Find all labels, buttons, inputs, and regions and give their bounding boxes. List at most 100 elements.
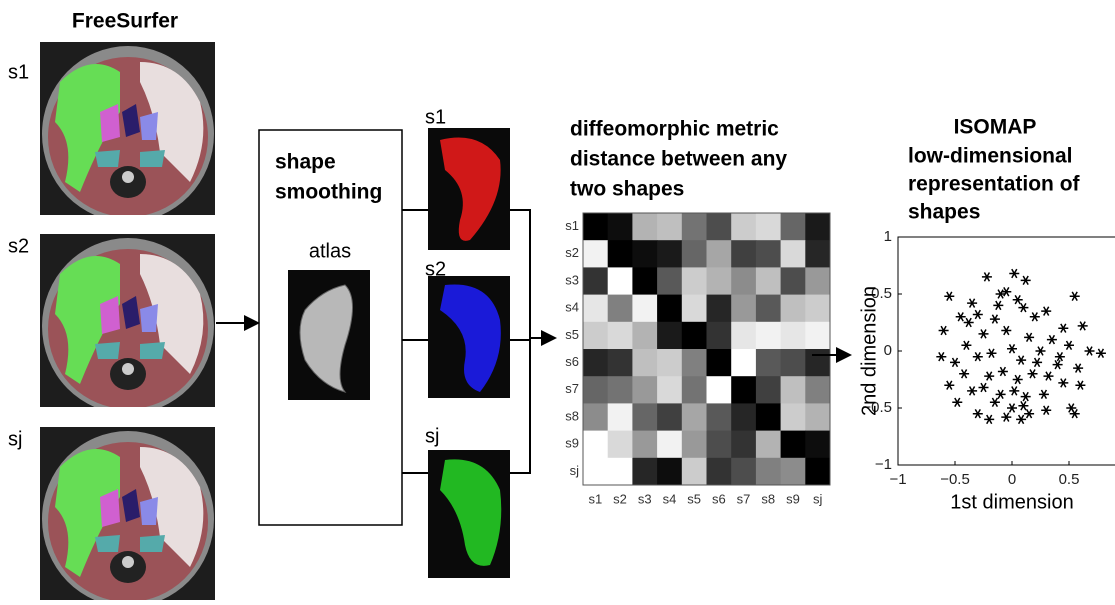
matrix-cell: [657, 294, 683, 323]
matrix-cell: [805, 403, 831, 432]
point: [1001, 412, 1012, 422]
matrix-cell: [607, 213, 633, 241]
row-label: s2: [565, 245, 579, 260]
matrix-cell: [780, 376, 806, 404]
matrix-cell: [681, 376, 707, 404]
point: [1007, 343, 1017, 354]
matrix-cell: [632, 213, 658, 241]
point: [1054, 351, 1065, 362]
col-label: s6: [712, 491, 726, 506]
row-label: s5: [565, 327, 579, 342]
matrix-cell: [706, 430, 732, 459]
matrix-cell: [731, 403, 757, 432]
shape: [440, 459, 502, 566]
matrix-cell: [780, 457, 806, 486]
col-label: s3: [638, 491, 652, 506]
brain-image: [40, 427, 215, 600]
matrix-cell: [607, 240, 633, 268]
matrix-cell: [607, 321, 633, 350]
matrix-cell: [755, 213, 782, 241]
matrix-cell: [632, 267, 658, 296]
col-label: s2: [613, 491, 627, 506]
shape-label: s2: [425, 258, 446, 280]
x-axis-label: 1st dimension: [950, 491, 1073, 513]
point: [961, 340, 972, 351]
matrix-cell: [632, 457, 658, 486]
col-label: s8: [761, 491, 775, 506]
point: [1084, 346, 1095, 356]
matrix-cell: [632, 376, 658, 404]
isomap-title: low-dimensional: [908, 145, 1073, 168]
point: [995, 389, 1006, 400]
point: [1038, 389, 1049, 400]
isomap-title: ISOMAP: [954, 116, 1037, 139]
point: [959, 369, 970, 379]
matrix-cell: [805, 294, 831, 323]
x-tick-label: 0: [1008, 471, 1016, 488]
matrix-cell: [632, 430, 658, 459]
matrix-cell: [805, 321, 831, 350]
matrix-cell: [755, 240, 782, 268]
y-tick-label: −0.5: [862, 399, 892, 416]
matrix-cell: [805, 376, 831, 404]
matrix-cell: [632, 403, 658, 432]
row-label: s4: [565, 300, 579, 315]
matrix-cell: [731, 213, 757, 241]
matrix-cell: [780, 321, 806, 350]
point: [1018, 302, 1029, 313]
x-tick-label: −1: [889, 471, 906, 488]
matrix-cell: [632, 240, 658, 268]
matrix-cell: [583, 321, 609, 350]
matrix-cell: [755, 321, 782, 350]
matrix-cell: [780, 294, 806, 323]
x-tick-label: −0.5: [940, 471, 970, 488]
matrix-cell: [657, 430, 683, 459]
point: [1018, 400, 1029, 411]
brain-image: [40, 234, 215, 407]
row-label: s9: [565, 436, 579, 451]
atlas-shape: [299, 284, 353, 393]
point: [1052, 359, 1063, 370]
row-label: s7: [565, 381, 579, 396]
matrix-cell: [706, 213, 732, 241]
matrix-cell: [805, 349, 831, 377]
shape-label: s1: [425, 106, 446, 128]
point: [950, 357, 960, 368]
matrix-cell: [583, 403, 609, 432]
point: [1064, 340, 1074, 351]
isomap-title: shapes: [908, 201, 980, 224]
subject-label: s1: [8, 61, 29, 83]
matrix-cell: [805, 430, 831, 459]
row-label: sj: [570, 463, 580, 478]
y-tick-label: −1: [875, 456, 892, 473]
col-label: s1: [588, 491, 602, 506]
y-tick-label: 0.5: [871, 285, 892, 302]
col-label: s7: [737, 491, 751, 506]
title: FreeSurfer: [72, 10, 178, 33]
point: [944, 291, 955, 302]
point: [981, 272, 992, 282]
matrix-cell: [731, 430, 757, 459]
matrix-cell: [780, 430, 806, 459]
matrix-cell: [681, 213, 707, 241]
matrix-cell: [681, 321, 707, 350]
point: [1012, 294, 1023, 305]
matrix-cell: [731, 321, 757, 350]
matrix-cell: [755, 376, 782, 404]
point: [989, 397, 1000, 408]
distance-matrix: s1 s2 s3 s4 s5 s6 s7 s8 s9 sj s1 s2 s3 s4 s5 s6 s7 s8 s9 sj: [565, 212, 831, 506]
brain-image: [40, 42, 215, 215]
matrix-cell: [805, 240, 831, 268]
point: [993, 300, 1004, 311]
matrix-cell: [657, 457, 683, 486]
matrix-cell: [607, 294, 633, 323]
matrix-cell: [607, 267, 633, 296]
point: [1007, 403, 1017, 413]
point: [972, 408, 983, 419]
box-title: smoothing: [275, 181, 382, 204]
point: [1027, 369, 1038, 379]
point: [938, 325, 949, 336]
metric-title: distance between any: [570, 148, 787, 171]
x-tick-label: 0.5: [1059, 471, 1080, 488]
matrix-cell: [755, 294, 782, 323]
